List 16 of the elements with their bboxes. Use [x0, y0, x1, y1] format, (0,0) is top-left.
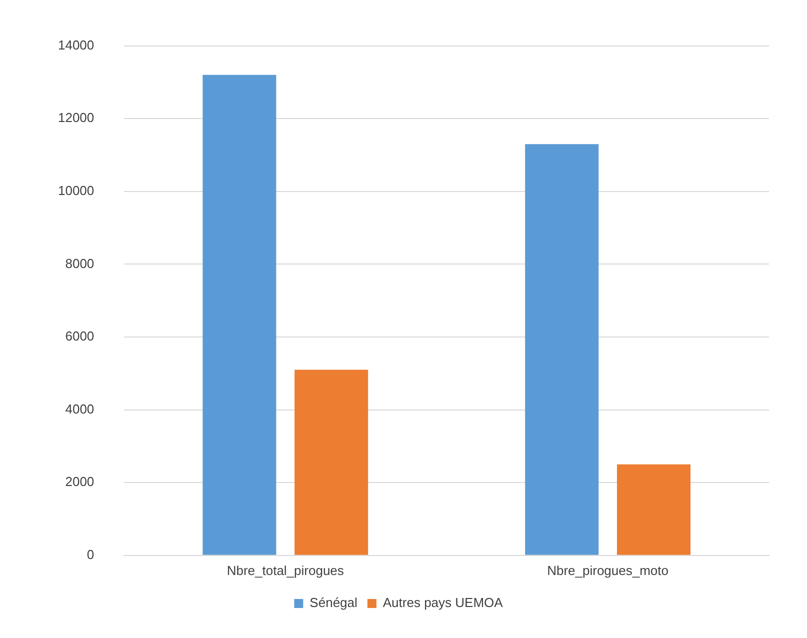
- y-tick-label: 6000: [65, 328, 94, 344]
- x-tick-label: Nbre_pirogues_moto: [547, 562, 668, 578]
- x-tick-label: Nbre_total_pirogues: [226, 562, 344, 578]
- bar: [616, 464, 690, 555]
- y-tick-label: 0: [86, 546, 94, 562]
- y-tick-label: 4000: [65, 401, 94, 416]
- y-tick-label: 2000: [65, 474, 94, 490]
- y-tick-label: 8000: [65, 256, 94, 271]
- bar: [294, 370, 368, 555]
- legend-label: Autres pays UEMOA: [382, 595, 504, 610]
- y-tick-label: 12000: [58, 110, 94, 126]
- y-tick-label: 14000: [58, 37, 94, 52]
- y-tick-label: 10000: [58, 182, 94, 198]
- legend-label: Sénégal: [310, 595, 358, 610]
- bar: [202, 74, 276, 555]
- bar: [525, 144, 599, 555]
